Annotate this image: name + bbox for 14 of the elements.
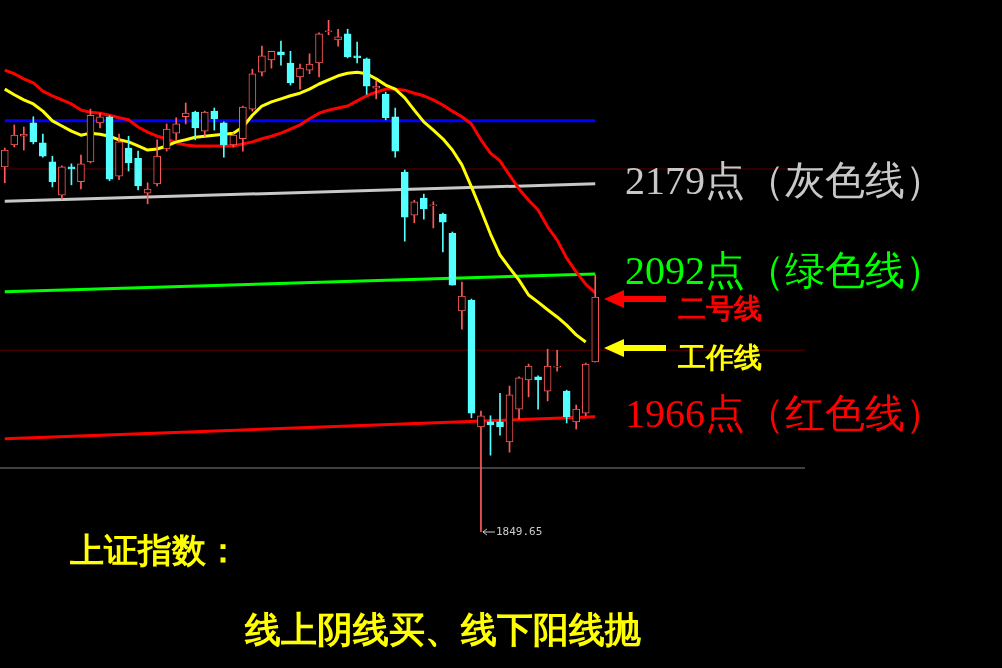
series-label: 1966点（红色线）	[625, 391, 945, 437]
candlestick	[439, 212, 447, 253]
candlestick	[553, 349, 561, 372]
candlestick	[181, 102, 190, 125]
candlestick	[19, 126, 28, 151]
text: 上证指数：	[70, 531, 240, 571]
series-label: 2179点（灰色线）	[625, 158, 945, 204]
legend-label: 二号线	[678, 293, 762, 325]
annotation: 1849.65	[495, 524, 543, 538]
legend-label: 工作线	[677, 342, 762, 374]
candlestick	[277, 40, 285, 66]
series-label: 2092点（绿色线）	[625, 248, 945, 294]
candlestick	[477, 410, 485, 532]
text: 线上阴线买、线下阳线抛	[245, 609, 641, 652]
